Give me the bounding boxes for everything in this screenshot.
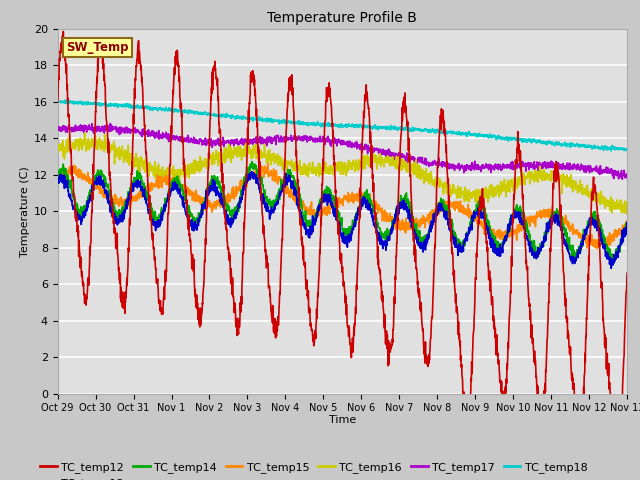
TC_temp14 — [316, 197, 324, 203]
TC_temp16 — [502, 186, 510, 192]
TC_temp13 — [502, 232, 510, 238]
TC_temp13 — [607, 255, 614, 261]
TC_temp13 — [316, 206, 324, 212]
TC_temp17 — [331, 138, 339, 144]
TC_temp14 — [331, 206, 339, 212]
TC_temp18 — [607, 148, 615, 154]
TC_temp14 — [83, 198, 90, 204]
TC_temp14 — [607, 251, 614, 257]
TC_temp15 — [607, 234, 615, 240]
Y-axis label: Temperature (C): Temperature (C) — [20, 166, 29, 257]
Line: TC_temp12: TC_temp12 — [58, 31, 627, 461]
TC_temp15 — [54, 178, 61, 184]
TC_temp14 — [623, 225, 631, 230]
TC_temp17 — [502, 163, 510, 169]
TC_temp17 — [623, 174, 631, 180]
TC_temp16 — [54, 147, 61, 153]
TC_temp12 — [623, 270, 631, 276]
Text: SW_Temp: SW_Temp — [66, 41, 129, 54]
TC_temp15 — [593, 246, 601, 252]
TC_temp15 — [607, 240, 615, 245]
TC_temp16 — [83, 146, 91, 152]
TC_temp18 — [54, 98, 61, 104]
TC_temp15 — [264, 161, 272, 167]
TC_temp14 — [54, 174, 61, 180]
TC_temp17 — [83, 129, 90, 135]
TC_temp13 — [607, 265, 615, 271]
TC_temp12 — [607, 397, 614, 403]
TC_temp16 — [607, 194, 614, 200]
TC_temp16 — [607, 194, 615, 200]
TC_temp18 — [83, 99, 91, 105]
TC_temp12 — [331, 173, 339, 179]
TC_temp12 — [60, 28, 67, 34]
TC_temp17 — [106, 120, 114, 126]
Line: TC_temp18: TC_temp18 — [58, 100, 627, 151]
TC_temp16 — [623, 201, 631, 207]
TC_temp15 — [623, 218, 631, 224]
TC_temp12 — [616, 458, 623, 464]
TC_temp18 — [607, 146, 615, 152]
TC_temp15 — [502, 236, 510, 241]
Line: TC_temp17: TC_temp17 — [58, 123, 627, 179]
TC_temp12 — [502, 376, 510, 382]
TC_temp17 — [316, 133, 324, 139]
Line: TC_temp13: TC_temp13 — [58, 172, 627, 268]
TC_temp14 — [502, 237, 510, 243]
TC_temp18 — [316, 122, 324, 128]
TC_temp13 — [54, 179, 61, 184]
TC_temp18 — [607, 146, 614, 152]
Line: TC_temp15: TC_temp15 — [58, 164, 627, 249]
TC_temp17 — [607, 168, 615, 174]
TC_temp13 — [623, 222, 631, 228]
TC_temp13 — [248, 169, 255, 175]
TC_temp15 — [331, 200, 339, 205]
Line: TC_temp14: TC_temp14 — [58, 162, 627, 262]
TC_temp13 — [331, 205, 339, 211]
TC_temp16 — [316, 161, 324, 167]
TC_temp17 — [54, 128, 61, 133]
X-axis label: Time: Time — [329, 415, 356, 425]
Legend: TC_temp12, TC_temp13, TC_temp14, TC_temp15, TC_temp16, TC_temp17, TC_temp18: TC_temp12, TC_temp13, TC_temp14, TC_temp… — [36, 457, 592, 480]
TC_temp15 — [316, 209, 324, 215]
TC_temp12 — [54, 99, 61, 105]
TC_temp17 — [607, 168, 614, 174]
Line: TC_temp16: TC_temp16 — [58, 133, 627, 214]
TC_temp14 — [248, 159, 256, 165]
TC_temp13 — [607, 261, 615, 266]
Title: Temperature Profile B: Temperature Profile B — [268, 11, 417, 25]
TC_temp17 — [618, 176, 626, 182]
TC_temp16 — [623, 211, 630, 216]
TC_temp12 — [83, 296, 91, 302]
TC_temp18 — [61, 97, 69, 103]
TC_temp12 — [316, 247, 324, 252]
TC_temp18 — [331, 122, 339, 128]
TC_temp12 — [607, 396, 615, 402]
TC_temp16 — [331, 161, 339, 167]
TC_temp16 — [81, 130, 88, 136]
TC_temp18 — [623, 146, 631, 152]
TC_temp14 — [607, 253, 615, 259]
TC_temp14 — [609, 259, 616, 265]
TC_temp18 — [502, 135, 510, 141]
TC_temp13 — [83, 208, 90, 214]
TC_temp15 — [83, 178, 90, 184]
